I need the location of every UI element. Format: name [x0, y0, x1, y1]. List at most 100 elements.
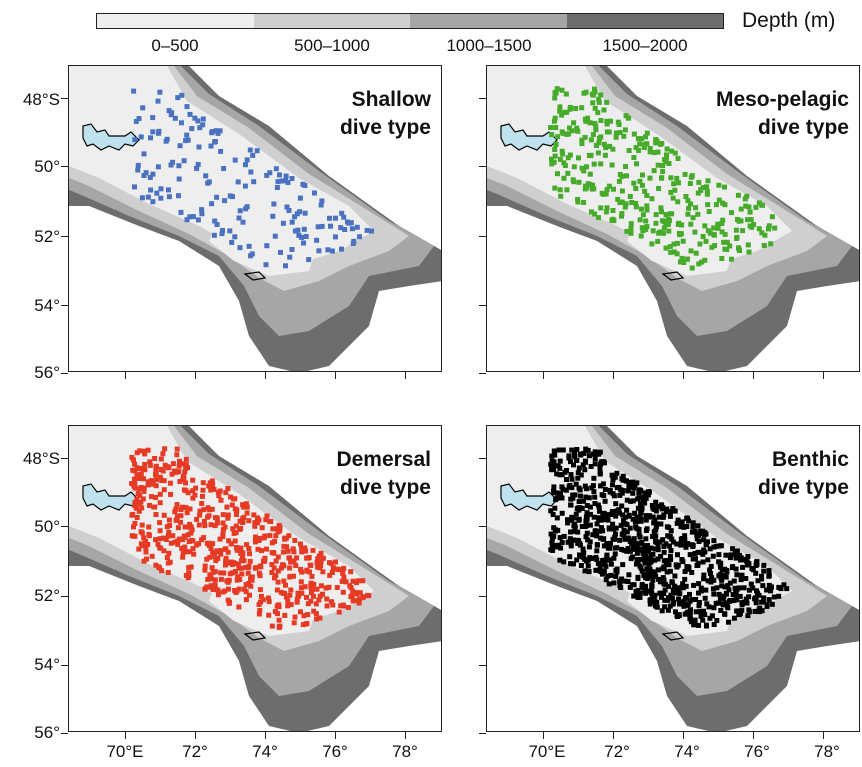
- dive-location-point: [159, 568, 165, 574]
- dive-location-point: [677, 232, 683, 238]
- dive-location-point: [161, 535, 166, 541]
- dive-location-point: [294, 599, 300, 605]
- dive-location-point: [666, 562, 672, 568]
- dive-location-point: [341, 565, 347, 571]
- dive-location-point: [243, 501, 249, 507]
- panel-title-line2: dive type: [757, 476, 849, 499]
- dive-location-point: [647, 513, 652, 519]
- dive-location-point: [738, 206, 744, 212]
- dive-location-point: [283, 263, 288, 269]
- dive-location-point: [766, 568, 772, 574]
- heard-island: [661, 631, 685, 641]
- dive-location-point: [579, 141, 585, 147]
- dive-location-point: [590, 532, 596, 538]
- dive-location-point: [228, 559, 234, 565]
- dive-location-point: [734, 587, 740, 593]
- dive-location-point: [641, 145, 647, 150]
- dive-location-point: [716, 552, 722, 558]
- dive-location-point: [339, 246, 344, 252]
- dive-location-point: [606, 183, 612, 189]
- dive-location-point: [548, 531, 554, 537]
- dive-location-point: [181, 533, 187, 539]
- dive-location-point: [184, 217, 190, 223]
- dive-location-point: [205, 514, 210, 520]
- dive-location-point: [595, 502, 601, 508]
- dive-location-point: [574, 458, 580, 463]
- dive-location-point: [698, 588, 704, 594]
- dive-location-point: [633, 145, 639, 151]
- dive-location-point: [161, 512, 167, 518]
- dive-location-point: [762, 232, 768, 238]
- dive-location-point: [659, 506, 665, 512]
- dive-location-point: [611, 555, 617, 561]
- dive-location-point: [184, 549, 189, 555]
- dive-location-point: [327, 560, 332, 566]
- lon-label: 76°: [322, 742, 348, 761]
- dive-location-point: [199, 207, 205, 213]
- dive-location-point: [660, 537, 666, 543]
- dive-location-point: [653, 527, 659, 533]
- dive-location-point: [769, 601, 775, 607]
- dive-location-point: [154, 190, 160, 196]
- dive-location-point: [637, 590, 643, 596]
- dive-location-point: [166, 529, 172, 535]
- heard-island: [243, 271, 267, 281]
- dive-location-point: [264, 513, 270, 519]
- dive-location-point: [635, 594, 641, 600]
- dive-location-point: [620, 562, 626, 568]
- dive-location-point: [287, 592, 293, 598]
- dive-location-point: [693, 609, 699, 615]
- dive-location-point: [220, 520, 226, 526]
- dive-location-point: [633, 204, 639, 210]
- dive-location-point: [746, 587, 752, 593]
- dive-location-point: [172, 539, 178, 545]
- dive-location-point: [134, 515, 140, 520]
- dive-location-point: [745, 613, 751, 619]
- dive-location-point: [606, 526, 612, 532]
- dive-location-point: [734, 572, 740, 578]
- dive-location-point: [719, 229, 725, 235]
- dive-location-point: [591, 489, 597, 495]
- dive-location-point: [596, 215, 601, 221]
- dive-location-point: [744, 600, 750, 606]
- dive-location-point: [197, 508, 203, 514]
- dive-location-point: [746, 204, 752, 210]
- dive-location-point: [680, 559, 686, 565]
- dive-location-point: [665, 607, 671, 613]
- dive-location-point: [549, 453, 555, 459]
- dive-location-point: [771, 594, 777, 600]
- dive-location-point: [630, 479, 636, 485]
- dive-location-point: [678, 524, 684, 530]
- dive-location-point: [685, 515, 690, 521]
- dive-location-point: [550, 512, 556, 517]
- dive-location-point: [745, 217, 751, 223]
- dive-location-point: [677, 601, 682, 607]
- dive-location-point: [323, 585, 329, 591]
- dive-location-point: [576, 179, 582, 185]
- dive-location-point: [143, 549, 149, 555]
- dive-location-point: [141, 476, 146, 482]
- dive-location-point: [303, 234, 309, 239]
- dive-location-point: [238, 558, 244, 564]
- dive-location-point: [585, 447, 591, 453]
- dive-location-point: [285, 603, 291, 609]
- dive-location-point: [264, 172, 270, 178]
- dive-location-point: [187, 214, 193, 220]
- lon-tick: [265, 732, 266, 739]
- dive-location-point: [635, 496, 641, 502]
- dive-location-point: [581, 200, 587, 205]
- dive-location-point: [237, 245, 243, 251]
- dive-location-point: [132, 184, 137, 190]
- dive-location-point: [665, 558, 671, 563]
- dive-location-point: [275, 179, 281, 185]
- dive-location-point: [638, 516, 644, 522]
- dive-location-point: [604, 516, 610, 522]
- dive-location-point: [348, 569, 354, 575]
- dive-location-point: [271, 565, 277, 571]
- dive-location-point: [701, 537, 707, 543]
- heard-island: [661, 271, 685, 281]
- dive-location-point: [633, 519, 639, 525]
- dive-location-point: [325, 247, 331, 253]
- dive-location-point: [202, 523, 208, 529]
- dive-location-point: [622, 578, 628, 584]
